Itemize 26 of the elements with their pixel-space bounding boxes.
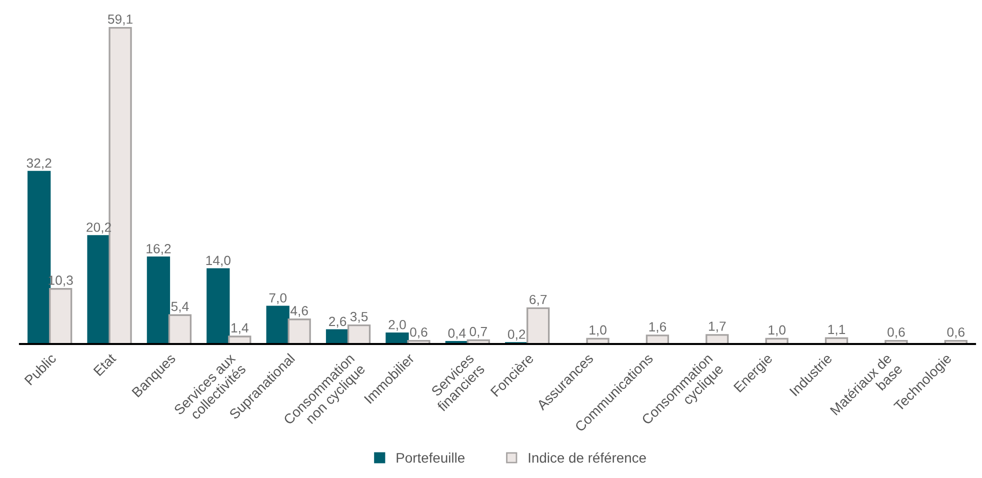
data-label: 2,0 xyxy=(388,320,406,331)
data-label: 32,2 xyxy=(26,158,52,170)
data-label: 14,0 xyxy=(206,256,230,267)
data-label: 7,0 xyxy=(269,293,287,304)
data-label: 0,6 xyxy=(410,327,428,338)
x-tick-label: Etat xyxy=(93,352,117,376)
legend-label: Indice de référence xyxy=(528,452,646,463)
legend-label: Portefeuille xyxy=(396,452,464,463)
data-label: 16,2 xyxy=(146,244,171,255)
data-label: 1,0 xyxy=(768,325,786,336)
data-label: 1,0 xyxy=(590,325,606,336)
data-label: 59,1 xyxy=(108,14,132,26)
data-label: 4,6 xyxy=(290,306,308,317)
data-label: 1,6 xyxy=(649,322,666,333)
data-label: 2,6 xyxy=(329,316,346,328)
data-label: 0,4 xyxy=(448,328,466,340)
data-label: 0,6 xyxy=(888,327,905,338)
data-label: 0,2 xyxy=(508,330,526,340)
data-label: 6,7 xyxy=(530,294,547,306)
data-label: 3,5 xyxy=(350,312,368,323)
data-label: 0,7 xyxy=(470,326,487,338)
data-label: 5,4 xyxy=(171,302,189,313)
data-label: 0,6 xyxy=(947,327,964,338)
data-label: 1,4 xyxy=(231,323,248,334)
data-label: 1,1 xyxy=(828,324,846,336)
data-label: 1,7 xyxy=(708,322,726,332)
